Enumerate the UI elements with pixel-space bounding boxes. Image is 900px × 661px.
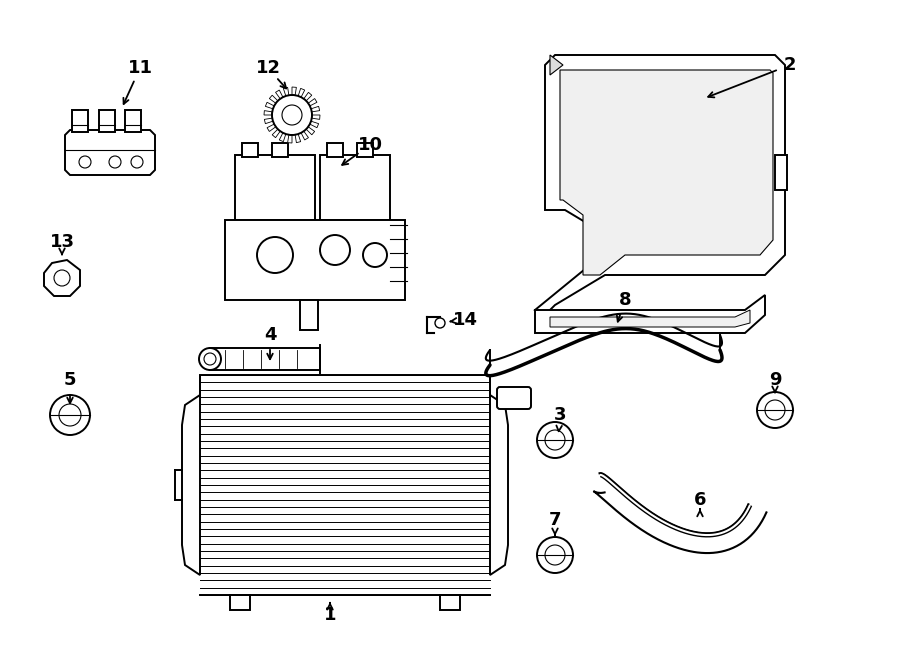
Bar	[320, 155, 390, 220]
Bar	[230, 595, 250, 610]
Bar	[272, 143, 288, 157]
Polygon shape	[295, 134, 301, 143]
Ellipse shape	[199, 348, 221, 370]
Bar	[235, 155, 315, 220]
Polygon shape	[44, 260, 80, 296]
Polygon shape	[550, 310, 750, 327]
Circle shape	[272, 95, 312, 135]
Bar	[357, 143, 373, 157]
Circle shape	[363, 243, 387, 267]
Polygon shape	[304, 93, 311, 101]
Polygon shape	[535, 295, 765, 333]
Text: 3: 3	[554, 406, 566, 424]
Polygon shape	[311, 115, 320, 120]
Polygon shape	[272, 129, 280, 137]
Polygon shape	[267, 124, 275, 132]
Polygon shape	[266, 102, 274, 109]
Bar	[242, 143, 258, 157]
Polygon shape	[535, 55, 785, 315]
Text: 13: 13	[50, 233, 75, 251]
Polygon shape	[265, 118, 273, 124]
Polygon shape	[65, 130, 155, 175]
Polygon shape	[306, 127, 315, 135]
Text: 7: 7	[549, 511, 562, 529]
Polygon shape	[550, 55, 563, 75]
Circle shape	[320, 235, 350, 265]
Circle shape	[50, 395, 90, 435]
Bar	[775, 155, 787, 190]
Bar	[210, 348, 320, 370]
Polygon shape	[292, 87, 296, 95]
Polygon shape	[560, 70, 773, 275]
Bar	[327, 143, 343, 157]
Text: 11: 11	[128, 59, 152, 77]
Polygon shape	[264, 110, 272, 115]
Circle shape	[537, 422, 573, 458]
Polygon shape	[308, 98, 317, 106]
Circle shape	[537, 537, 573, 573]
Bar	[125, 110, 141, 132]
Polygon shape	[269, 95, 278, 103]
Bar	[99, 110, 115, 132]
Text: 8: 8	[618, 291, 631, 309]
Bar	[72, 110, 88, 132]
Bar	[300, 300, 318, 330]
Polygon shape	[310, 121, 319, 128]
Polygon shape	[298, 89, 305, 97]
Circle shape	[131, 156, 143, 168]
Text: 2: 2	[784, 56, 796, 74]
Text: 4: 4	[264, 326, 276, 344]
Polygon shape	[275, 90, 283, 99]
Polygon shape	[182, 375, 200, 575]
Circle shape	[109, 156, 121, 168]
Text: 9: 9	[769, 371, 781, 389]
Bar	[225, 220, 405, 300]
Text: 12: 12	[256, 59, 281, 77]
Text: 10: 10	[357, 136, 382, 154]
Polygon shape	[302, 131, 309, 140]
Text: 1: 1	[324, 606, 337, 624]
Polygon shape	[288, 135, 292, 143]
Bar	[440, 595, 460, 610]
Polygon shape	[279, 133, 286, 141]
FancyBboxPatch shape	[497, 387, 531, 409]
Text: 6: 6	[694, 491, 706, 509]
Circle shape	[435, 318, 445, 328]
Polygon shape	[311, 106, 320, 112]
Text: 14: 14	[453, 311, 478, 329]
Text: 5: 5	[64, 371, 76, 389]
Circle shape	[757, 392, 793, 428]
Polygon shape	[284, 87, 289, 96]
Circle shape	[79, 156, 91, 168]
Circle shape	[257, 237, 293, 273]
Polygon shape	[490, 375, 508, 575]
